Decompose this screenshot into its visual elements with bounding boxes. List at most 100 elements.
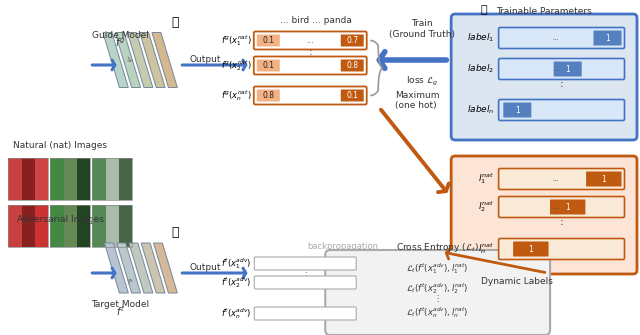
Polygon shape	[127, 32, 153, 87]
Text: 1: 1	[515, 106, 520, 115]
Text: $f^g(x_2^{nat})$: $f^g(x_2^{nat})$	[221, 58, 252, 73]
Text: Output: Output	[189, 55, 221, 64]
Text: Guide Model: Guide Model	[92, 31, 149, 40]
FancyBboxPatch shape	[586, 172, 621, 187]
Bar	[22, 158, 35, 200]
Bar	[8, 158, 49, 200]
Text: $f^t(x_1^{adv})$: $f^t(x_1^{adv})$	[221, 256, 252, 271]
Text: 0.8: 0.8	[346, 61, 358, 70]
Text: 0.1: 0.1	[262, 36, 275, 45]
Bar	[106, 158, 119, 200]
Polygon shape	[140, 32, 165, 87]
Bar	[8, 205, 49, 247]
FancyBboxPatch shape	[254, 307, 356, 320]
Text: $f^g(x_n^{nat})$: $f^g(x_n^{nat})$	[221, 88, 252, 103]
Text: ...: ...	[307, 36, 314, 45]
Text: $\mathcal{L}_t(f^t(x_2^{adv}), l_2^{nat})$: $\mathcal{L}_t(f^t(x_2^{adv}), l_2^{nat}…	[406, 281, 469, 296]
Text: ⋮: ⋮	[557, 78, 566, 88]
FancyBboxPatch shape	[499, 169, 625, 190]
Text: Target Model: Target Model	[92, 300, 150, 309]
Text: 🔥: 🔥	[172, 226, 179, 239]
FancyBboxPatch shape	[593, 30, 621, 46]
Text: ... bird ... panda: ... bird ... panda	[280, 16, 352, 25]
FancyBboxPatch shape	[254, 31, 367, 50]
Bar	[51, 205, 90, 247]
FancyBboxPatch shape	[499, 99, 625, 121]
Bar	[77, 158, 90, 200]
Text: $\mathcal{L}_t(f^t(x_1^{adv}), l_1^{nat})$: $\mathcal{L}_t(f^t(x_1^{adv}), l_1^{nat}…	[406, 262, 469, 276]
Text: Adversarial Images: Adversarial Images	[17, 215, 104, 224]
Text: ...: ...	[552, 176, 559, 182]
FancyBboxPatch shape	[340, 60, 364, 71]
FancyBboxPatch shape	[550, 200, 586, 214]
FancyBboxPatch shape	[254, 257, 356, 270]
Bar	[22, 205, 35, 247]
Text: ⋮: ⋮	[433, 294, 442, 304]
Bar	[8, 205, 22, 247]
FancyBboxPatch shape	[554, 62, 582, 76]
Text: Maximum
(one hot): Maximum (one hot)	[395, 91, 440, 110]
FancyBboxPatch shape	[340, 89, 364, 102]
Bar	[106, 205, 119, 247]
FancyBboxPatch shape	[340, 35, 364, 47]
Text: 🔥: 🔥	[481, 5, 488, 15]
Text: Output: Output	[189, 263, 221, 272]
Text: ⋮: ⋮	[557, 216, 566, 226]
FancyBboxPatch shape	[499, 59, 625, 79]
Bar	[119, 205, 132, 247]
Text: 1: 1	[565, 65, 570, 73]
Bar	[51, 158, 90, 200]
Text: loss $\mathcal{L}_g$: loss $\mathcal{L}_g$	[406, 74, 438, 87]
Bar	[77, 205, 90, 247]
Bar	[64, 158, 77, 200]
FancyBboxPatch shape	[257, 35, 280, 47]
Text: $label_n$: $label_n$	[467, 104, 494, 116]
Text: $f^t$: $f^t$	[116, 304, 125, 318]
Bar	[92, 158, 132, 200]
Polygon shape	[129, 243, 153, 293]
Text: Dynamic Labels: Dynamic Labels	[481, 277, 554, 286]
FancyBboxPatch shape	[451, 14, 637, 140]
Text: $f^t(x_2^{adv})$: $f^t(x_2^{adv})$	[221, 275, 252, 290]
Bar	[119, 158, 132, 200]
Text: $f^g(x_1^{nat})$: $f^g(x_1^{nat})$	[221, 33, 252, 48]
Bar	[92, 158, 106, 200]
FancyBboxPatch shape	[254, 57, 367, 74]
Bar	[92, 205, 106, 247]
Text: ...: ...	[552, 204, 559, 210]
Polygon shape	[141, 243, 165, 293]
Polygon shape	[115, 32, 141, 87]
Text: ⋮: ⋮	[301, 268, 310, 276]
FancyBboxPatch shape	[451, 156, 637, 274]
FancyBboxPatch shape	[254, 86, 367, 105]
Text: backpropagation: backpropagation	[307, 242, 378, 251]
Text: Trainable Parameters: Trainable Parameters	[496, 6, 592, 15]
Text: Train
(Ground Truth): Train (Ground Truth)	[389, 19, 455, 39]
Polygon shape	[104, 243, 129, 293]
Polygon shape	[152, 32, 177, 87]
Bar	[35, 205, 49, 247]
Text: Natural (nat) Images: Natural (nat) Images	[13, 141, 108, 150]
Text: 0.7: 0.7	[346, 36, 358, 45]
Text: $f^g$: $f^g$	[115, 37, 125, 49]
Text: 1: 1	[602, 175, 606, 184]
FancyBboxPatch shape	[499, 27, 625, 49]
FancyBboxPatch shape	[499, 239, 625, 260]
FancyBboxPatch shape	[257, 60, 280, 71]
Polygon shape	[116, 243, 141, 293]
FancyBboxPatch shape	[513, 242, 548, 257]
Bar	[35, 158, 49, 200]
FancyBboxPatch shape	[499, 197, 625, 217]
Text: 1: 1	[529, 245, 533, 254]
Text: ...: ...	[552, 66, 559, 72]
Bar	[8, 158, 22, 200]
Polygon shape	[154, 243, 177, 293]
FancyBboxPatch shape	[254, 276, 356, 289]
FancyBboxPatch shape	[325, 250, 550, 335]
Text: $label_1$: $label_1$	[467, 32, 494, 44]
Polygon shape	[103, 32, 129, 87]
Bar	[51, 205, 64, 247]
Text: $\mathcal{L}_t(f^t(x_n^{adv}), l_n^{nat})$: $\mathcal{L}_t(f^t(x_n^{adv}), l_n^{nat}…	[406, 306, 469, 321]
Text: 0.1: 0.1	[346, 91, 358, 100]
Bar	[51, 158, 64, 200]
